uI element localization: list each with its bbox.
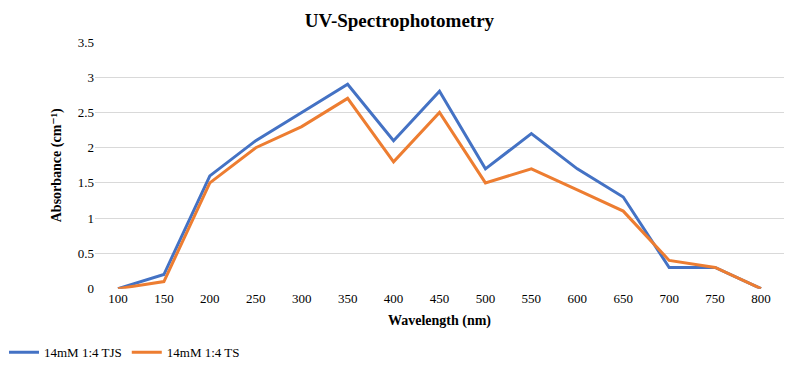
svg-text:650: 650 bbox=[613, 291, 633, 306]
svg-text:14mM 1:4 TJS: 14mM 1:4 TJS bbox=[44, 345, 122, 360]
svg-text:450: 450 bbox=[430, 291, 450, 306]
svg-text:1: 1 bbox=[88, 211, 95, 226]
svg-text:3: 3 bbox=[88, 70, 95, 85]
svg-text:Absorbance (cm⁻¹): Absorbance (cm⁻¹) bbox=[49, 108, 65, 222]
svg-text:100: 100 bbox=[108, 291, 128, 306]
svg-text:2: 2 bbox=[88, 140, 95, 155]
svg-text:600: 600 bbox=[568, 291, 588, 306]
svg-text:300: 300 bbox=[292, 291, 312, 306]
svg-text:500: 500 bbox=[476, 291, 496, 306]
svg-text:800: 800 bbox=[751, 291, 771, 306]
svg-text:3.5: 3.5 bbox=[78, 35, 94, 50]
svg-text:550: 550 bbox=[522, 291, 542, 306]
svg-text:14mM 1:4 TS: 14mM 1:4 TS bbox=[167, 345, 240, 360]
svg-text:0.5: 0.5 bbox=[78, 246, 94, 261]
svg-text:400: 400 bbox=[384, 291, 404, 306]
svg-text:200: 200 bbox=[200, 291, 220, 306]
svg-text:0: 0 bbox=[88, 281, 95, 296]
svg-text:750: 750 bbox=[705, 291, 725, 306]
svg-text:700: 700 bbox=[659, 291, 679, 306]
svg-text:150: 150 bbox=[154, 291, 174, 306]
svg-text:UV-Spectrophotometry: UV-Spectrophotometry bbox=[305, 10, 495, 31]
svg-text:350: 350 bbox=[338, 291, 358, 306]
svg-text:Wavelength (nm): Wavelength (nm) bbox=[388, 313, 491, 329]
svg-text:250: 250 bbox=[246, 291, 266, 306]
svg-text:2.5: 2.5 bbox=[78, 105, 94, 120]
svg-text:1.5: 1.5 bbox=[78, 175, 94, 190]
